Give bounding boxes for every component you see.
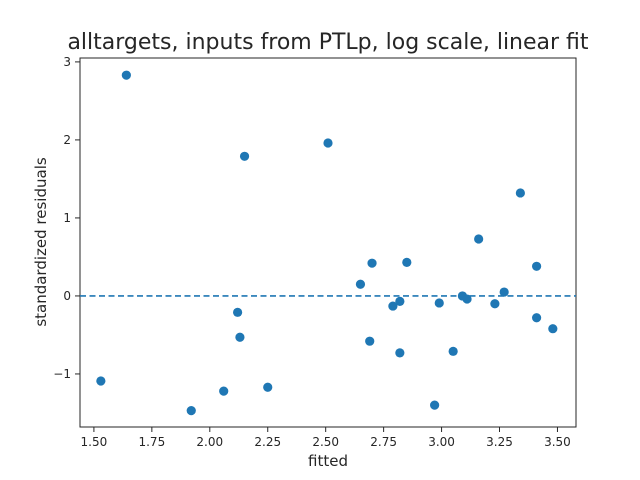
data-point	[367, 258, 377, 268]
y-tick-label: 0	[63, 289, 71, 303]
y-tick-label: −1	[53, 367, 71, 381]
x-tick-label: 2.00	[196, 435, 223, 449]
data-point	[219, 386, 229, 396]
data-point	[233, 307, 243, 317]
data-point	[474, 234, 484, 244]
data-point	[395, 296, 405, 306]
data-point	[355, 279, 366, 289]
y-axis-ticks: −1 0 1 2 3	[53, 55, 80, 381]
data-point	[448, 346, 458, 356]
data-point	[121, 70, 131, 80]
x-tick-label: 3.25	[486, 435, 513, 449]
data-point	[263, 382, 273, 392]
x-axis-label: fitted	[308, 452, 348, 470]
x-tick-label: 2.75	[370, 435, 397, 449]
data-point	[430, 400, 440, 410]
data-point	[365, 336, 375, 346]
y-tick-label: 3	[63, 55, 71, 69]
y-tick-label: 1	[63, 211, 71, 225]
y-tick-label: 2	[63, 133, 71, 147]
x-tick-label: 1.50	[81, 435, 108, 449]
data-point	[388, 301, 398, 311]
data-point	[239, 151, 250, 161]
data-point	[462, 294, 472, 304]
data-point	[402, 257, 412, 267]
data-point	[235, 332, 245, 342]
data-point	[434, 298, 444, 308]
data-point	[531, 313, 542, 323]
scatter-points	[96, 70, 558, 416]
x-tick-label: 3.50	[544, 435, 571, 449]
data-point	[499, 287, 509, 297]
data-point	[531, 261, 542, 271]
plot-area: 1.50 1.75 2.00 2.25 2.50 2.75 3.00 3.25 3.50 −1 0…	[53, 55, 577, 449]
x-tick-label: 1.75	[138, 435, 165, 449]
chart-title: alltargets, inputs from PTLp, log scale,…	[67, 30, 588, 55]
axes-frame	[79, 57, 577, 428]
data-point	[96, 376, 106, 386]
x-axis-ticks: 1.50 1.75 2.00 2.25 2.50 2.75 3.00 3.25 3.50	[81, 427, 571, 449]
data-point	[323, 138, 333, 148]
data-point	[490, 299, 500, 309]
data-point	[186, 406, 196, 416]
x-tick-label: 2.25	[254, 435, 281, 449]
data-point	[515, 188, 525, 198]
x-tick-label: 2.50	[312, 435, 339, 449]
y-axis-label: standardized residuals	[32, 157, 50, 327]
data-point	[395, 348, 405, 358]
data-point	[548, 324, 558, 334]
x-tick-label: 3.00	[428, 435, 455, 449]
